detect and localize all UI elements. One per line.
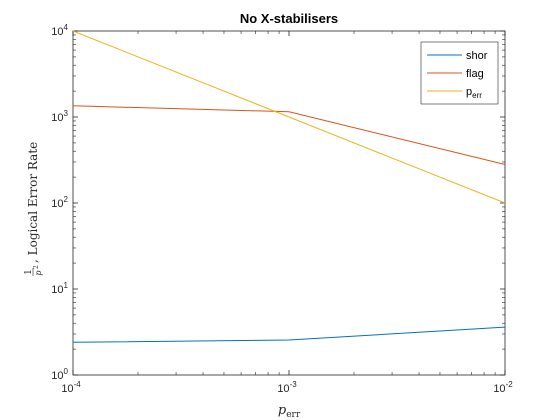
legend-label: flag: [466, 68, 484, 80]
series-line-shor: [72, 326, 506, 343]
y-tick-label: 100: [51, 367, 68, 382]
x-tick-label: 10-3: [277, 380, 297, 395]
x-tick-label: 10-4: [61, 380, 81, 395]
x-axis-label: perr: [278, 403, 301, 420]
series-lines: [72, 30, 506, 343]
y-axis-label: 1 p 2 , Logical Error Rate: [24, 142, 43, 276]
svg-text:1: 1: [24, 269, 34, 275]
series-line-p: [72, 30, 506, 204]
svg-text:2: 2: [33, 265, 40, 269]
chart-title: No X-stabilisers: [240, 11, 338, 26]
series-line-flag: [72, 105, 506, 166]
legend-label: perr: [466, 86, 482, 100]
y-tick-label: 104: [51, 23, 68, 38]
legend-label: shor: [466, 50, 488, 62]
svg-text:, Logical Error Rate: , Logical Error Rate: [26, 142, 40, 263]
axis-tick-labels: 10-4 10-3 10-2 100 101 102 103 104: [51, 23, 513, 395]
y-tick-label: 101: [51, 281, 68, 296]
y-tick-label: 103: [51, 109, 68, 124]
y-tick-label: 102: [51, 195, 68, 210]
legend: shor flag perr: [420, 41, 499, 105]
axis-ticks: [72, 30, 506, 376]
x-tick-label: 10-2: [493, 380, 513, 395]
svg-text:p: p: [34, 270, 43, 275]
